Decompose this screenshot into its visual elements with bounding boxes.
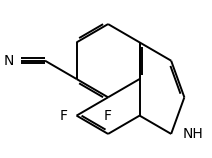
- Text: NH: NH: [182, 127, 203, 141]
- Text: F: F: [104, 109, 112, 123]
- Text: N: N: [3, 54, 14, 68]
- Text: F: F: [59, 109, 67, 123]
